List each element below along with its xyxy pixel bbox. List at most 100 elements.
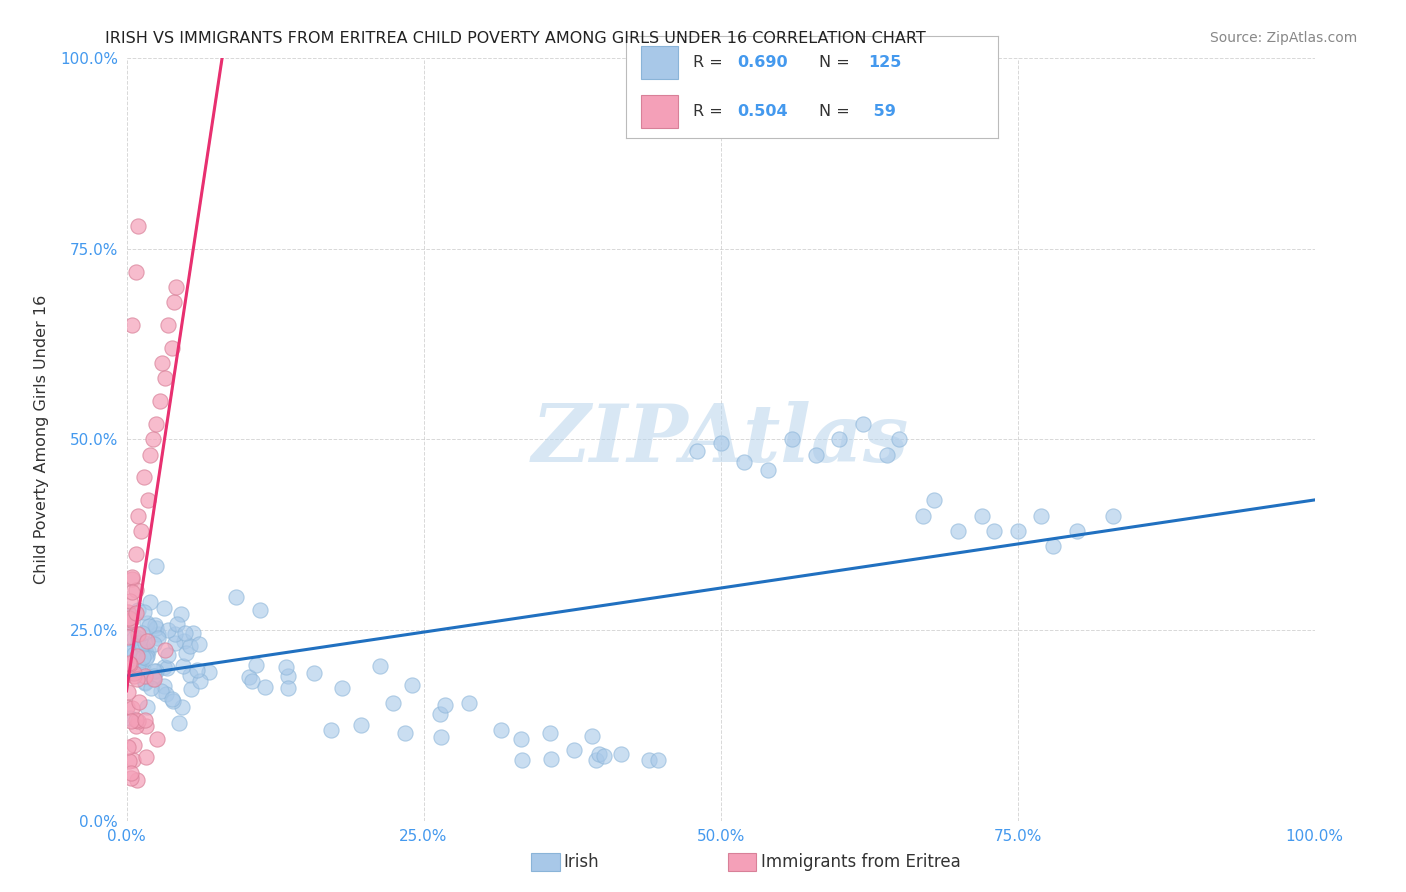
Point (368, 658, 391, 673)
Text: ZIPAtlas: ZIPAtlas (531, 401, 910, 478)
Point (117, 684, 139, 698)
Point (1007, 524, 1029, 538)
Point (430, 730, 453, 744)
Point (828, 433, 851, 447)
Point (382, 696, 405, 710)
Point (160, 341, 183, 355)
Point (245, 658, 267, 673)
Point (135, 719, 157, 733)
Point (139, 448, 162, 462)
Point (924, 493, 946, 508)
Point (179, 668, 201, 682)
Point (401, 678, 423, 692)
Point (166, 617, 188, 632)
Point (155, 642, 177, 657)
Point (174, 646, 197, 660)
Point (970, 508, 993, 523)
Point (122, 647, 145, 661)
Point (118, 657, 141, 672)
Point (156, 648, 179, 662)
Y-axis label: Child Poverty Among Girls Under 16: Child Poverty Among Girls Under 16 (34, 294, 49, 584)
Point (170, 607, 193, 621)
Point (129, 524, 152, 538)
Point (135, 699, 157, 714)
Point (165, 279, 187, 293)
FancyBboxPatch shape (641, 95, 678, 128)
Point (1066, 524, 1088, 538)
Point (153, 680, 176, 694)
Point (127, 658, 149, 673)
Point (125, 672, 148, 686)
Point (143, 669, 166, 683)
Point (302, 665, 325, 680)
Point (117, 740, 139, 755)
Point (142, 673, 165, 687)
Point (135, 750, 157, 764)
Point (125, 719, 148, 733)
Point (134, 605, 156, 619)
Point (198, 665, 221, 679)
Point (122, 631, 145, 645)
Point (135, 647, 157, 661)
Point (128, 695, 150, 709)
Point (121, 572, 143, 586)
Point (134, 668, 156, 682)
Point (156, 661, 179, 675)
Point (127, 648, 149, 663)
Text: Immigrants from Eritrea: Immigrants from Eritrea (761, 853, 960, 871)
Text: R =: R = (693, 54, 728, 70)
Point (145, 665, 167, 679)
Point (134, 674, 156, 689)
Point (122, 739, 145, 753)
Point (157, 318, 180, 332)
Point (150, 356, 173, 370)
Point (321, 723, 343, 737)
Point (143, 618, 166, 632)
Point (562, 742, 585, 756)
Point (165, 636, 187, 650)
Point (173, 626, 195, 640)
Point (1031, 508, 1053, 523)
Point (710, 436, 733, 450)
Point (686, 443, 709, 458)
Point (277, 681, 299, 695)
Point (149, 394, 172, 409)
Point (127, 636, 149, 650)
Point (186, 664, 208, 678)
Point (118, 754, 141, 768)
Point (120, 765, 142, 780)
Point (585, 753, 607, 767)
Point (125, 547, 148, 561)
Point (349, 718, 371, 732)
Point (127, 626, 149, 640)
Point (274, 660, 297, 674)
Point (756, 463, 779, 477)
Point (131, 664, 153, 678)
Point (122, 669, 145, 683)
Point (125, 607, 148, 621)
Point (131, 626, 153, 640)
Point (134, 676, 156, 690)
Text: 59: 59 (868, 104, 896, 120)
Point (131, 650, 153, 665)
Point (153, 660, 176, 674)
Point (136, 633, 159, 648)
Point (188, 637, 211, 651)
Point (852, 417, 875, 431)
Point (637, 753, 659, 767)
Point (142, 672, 165, 686)
Point (142, 433, 165, 447)
Text: IRISH VS IMMIGRANTS FROM ERITREA CHILD POVERTY AMONG GIRLS UNDER 16 CORRELATION : IRISH VS IMMIGRANTS FROM ERITREA CHILD P… (105, 31, 927, 46)
Point (120, 714, 142, 729)
Point (983, 524, 1005, 538)
Point (394, 726, 416, 740)
Point (121, 665, 143, 680)
Point (780, 433, 803, 447)
Point (145, 417, 167, 431)
Point (121, 569, 143, 583)
Point (143, 636, 166, 650)
Point (131, 638, 153, 652)
Point (181, 626, 204, 640)
Point (179, 639, 201, 653)
Point (150, 684, 173, 698)
